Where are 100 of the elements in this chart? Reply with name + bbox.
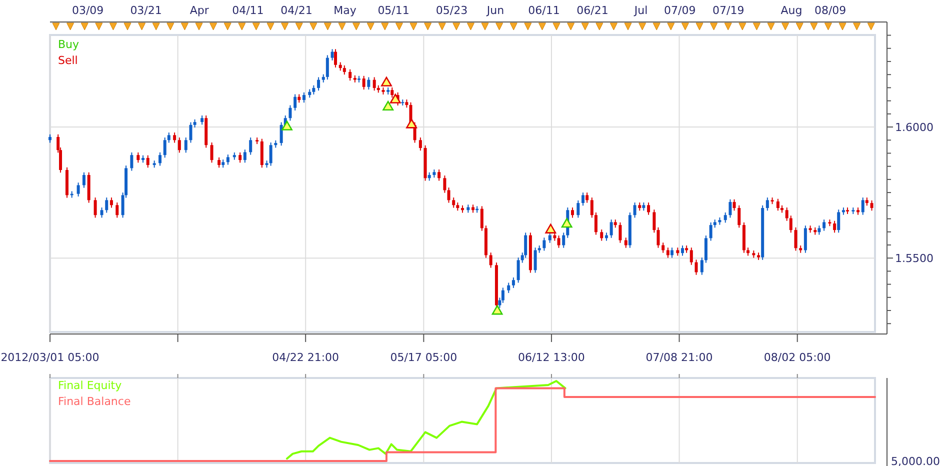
candlestick bbox=[342, 64, 346, 76]
candlestick bbox=[732, 198, 736, 212]
candlestick bbox=[785, 206, 788, 222]
x2-tick-label: 08/09 bbox=[814, 4, 846, 17]
point bbox=[406, 118, 417, 128]
candlestick bbox=[82, 172, 86, 188]
candlestick bbox=[480, 206, 484, 232]
text: Buy bbox=[58, 38, 80, 51]
candlestick bbox=[76, 182, 80, 197]
text: Final Equity bbox=[58, 379, 122, 392]
x-tick-label: 07/08 21:00 bbox=[646, 351, 713, 364]
y-tick-label: 1.6000 bbox=[895, 121, 934, 134]
x2-tick-label: 06/21 bbox=[576, 4, 608, 17]
candlestick bbox=[633, 202, 636, 218]
candlestick bbox=[512, 276, 515, 288]
candlestick bbox=[652, 209, 656, 234]
x2-tick-label: 04/21 bbox=[280, 4, 312, 17]
candlestick bbox=[594, 212, 598, 236]
candlestick bbox=[136, 152, 140, 164]
point bbox=[492, 305, 503, 315]
point bbox=[561, 218, 572, 228]
candlestick bbox=[562, 232, 566, 248]
candlestick bbox=[249, 136, 252, 156]
x2-tick-label: 03/09 bbox=[72, 4, 104, 17]
candlestick bbox=[704, 235, 708, 264]
candlestick bbox=[647, 202, 650, 216]
candlestick bbox=[238, 152, 242, 164]
candlestick bbox=[158, 152, 162, 166]
x2-tick-label: 06/11 bbox=[528, 4, 560, 17]
point bbox=[282, 120, 292, 130]
candlestick bbox=[666, 247, 670, 258]
text: Sell bbox=[58, 54, 78, 67]
candlestick bbox=[833, 220, 836, 234]
candlestick bbox=[766, 197, 769, 212]
point bbox=[390, 94, 401, 104]
candlestick bbox=[447, 187, 450, 204]
candlestick bbox=[105, 197, 108, 214]
candlestick bbox=[507, 282, 510, 294]
x-tick-label: 2012/03/01 05:00 bbox=[0, 351, 100, 364]
candlestick bbox=[776, 198, 780, 212]
candlestick bbox=[600, 229, 604, 242]
candlestick bbox=[624, 237, 628, 248]
candlestick bbox=[709, 222, 712, 242]
x2-tick-label: Jul bbox=[633, 4, 648, 17]
candlestick bbox=[576, 200, 580, 218]
candlestick bbox=[173, 132, 176, 144]
candlestick bbox=[662, 242, 665, 254]
candlestick bbox=[571, 206, 574, 218]
candlestick bbox=[372, 76, 376, 92]
candlestick bbox=[582, 192, 585, 206]
x2-tick-label: 04/11 bbox=[232, 4, 264, 17]
candlestick bbox=[302, 92, 306, 104]
candlestick bbox=[110, 197, 113, 208]
x-tick-label: 05/17 05:00 bbox=[390, 351, 458, 364]
candlestick bbox=[226, 154, 230, 166]
candlestick bbox=[100, 206, 104, 218]
candlestick bbox=[116, 202, 119, 218]
x2-tick-label: May bbox=[334, 4, 357, 17]
candlestick bbox=[789, 215, 792, 234]
x2-tick-label: 07/09 bbox=[664, 4, 696, 17]
candlestick bbox=[326, 54, 329, 80]
candlestick bbox=[312, 84, 316, 96]
candlestick bbox=[210, 142, 214, 164]
candlestick bbox=[861, 197, 864, 216]
candlestick bbox=[818, 225, 821, 236]
text: 5,000.00 bbox=[891, 455, 940, 466]
x-tick-label: 08/02 05:00 bbox=[764, 351, 831, 364]
candlestick bbox=[738, 204, 741, 228]
x2-tick-label: Jun bbox=[486, 4, 504, 17]
candlestick bbox=[804, 225, 807, 254]
x-tick-label: 04/22 21:00 bbox=[272, 351, 340, 364]
candlestick bbox=[590, 197, 594, 218]
point bbox=[381, 76, 392, 86]
candlestick bbox=[870, 200, 874, 212]
candlestick bbox=[618, 222, 622, 244]
candlestick bbox=[189, 122, 192, 144]
candlestick bbox=[280, 122, 283, 146]
candlestick bbox=[167, 132, 170, 144]
x2-tick-label: 05/11 bbox=[378, 4, 410, 17]
candlestick bbox=[362, 75, 366, 90]
candlestick bbox=[656, 226, 660, 248]
candlestick bbox=[586, 192, 589, 204]
candlestick bbox=[728, 198, 732, 218]
candlestick bbox=[163, 136, 166, 158]
candlestick bbox=[548, 232, 552, 244]
candlestick bbox=[330, 48, 334, 61]
x2-tick-label: 03/21 bbox=[130, 4, 162, 17]
candlestick bbox=[178, 136, 181, 154]
candlestick bbox=[694, 259, 698, 276]
x2-tick-label: 07/19 bbox=[712, 4, 744, 17]
candlestick bbox=[269, 142, 272, 166]
candlestick bbox=[438, 168, 441, 182]
candlestick bbox=[184, 136, 188, 154]
x-tick-label: 06/12 13:00 bbox=[518, 351, 585, 364]
candlestick bbox=[724, 212, 727, 224]
candlestick bbox=[348, 68, 352, 82]
x2-tick-label: 05/23 bbox=[436, 4, 468, 17]
candlestick bbox=[837, 209, 840, 234]
candlestick bbox=[489, 252, 492, 268]
candlestick bbox=[534, 247, 537, 274]
